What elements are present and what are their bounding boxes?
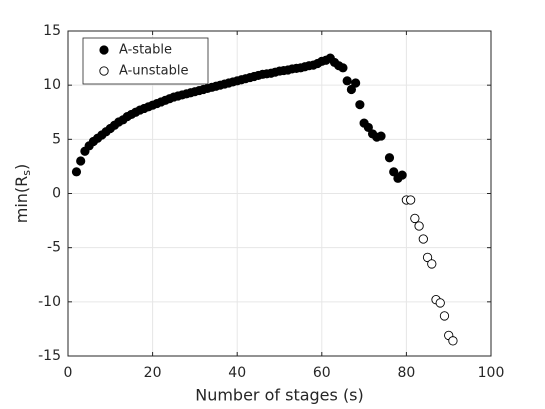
point	[405, 195, 416, 205]
y-label-sub: s	[20, 170, 33, 176]
x-tick-label: 20	[144, 365, 162, 381]
x-tick-label: 40	[228, 365, 246, 381]
point	[439, 311, 450, 321]
y-tick-label: 0	[52, 186, 61, 202]
point	[418, 234, 428, 244]
point	[414, 221, 424, 231]
y-tick-label: -10	[38, 294, 61, 310]
point	[351, 78, 361, 88]
y-tick-label: -15	[38, 348, 61, 364]
y-label-main: min(R	[12, 176, 31, 224]
legend-label: A-unstable	[119, 64, 188, 79]
x-axis-label: Number of stages (s)	[195, 386, 364, 405]
point	[435, 298, 445, 308]
legend-label: A-stable	[119, 43, 172, 58]
y-tick-label: 10	[43, 77, 61, 93]
axes-frame	[67, 30, 492, 357]
point	[71, 167, 82, 177]
point	[376, 131, 386, 141]
point	[410, 213, 420, 224]
point	[389, 167, 399, 177]
y-axis-label: min(Rs)	[12, 164, 34, 224]
point	[346, 84, 357, 95]
point	[448, 336, 458, 346]
point	[342, 76, 352, 86]
x-tick-label: 0	[64, 365, 73, 381]
x-tick-label: 100	[478, 365, 505, 381]
legend-marker	[99, 45, 109, 55]
point	[384, 153, 395, 163]
point	[76, 156, 86, 166]
point	[363, 122, 373, 133]
y-tick-label: -5	[47, 240, 61, 256]
y-label-end: )	[12, 164, 31, 170]
y-tick-label: 5	[52, 131, 61, 147]
y-tick-label: 15	[43, 23, 61, 39]
point	[355, 100, 365, 110]
point	[397, 170, 407, 180]
point	[427, 259, 437, 269]
legend-marker	[99, 66, 109, 76]
x-tick-label: 80	[397, 365, 415, 381]
point	[338, 63, 348, 73]
point	[422, 252, 433, 263]
x-tick-label: 60	[313, 365, 331, 381]
